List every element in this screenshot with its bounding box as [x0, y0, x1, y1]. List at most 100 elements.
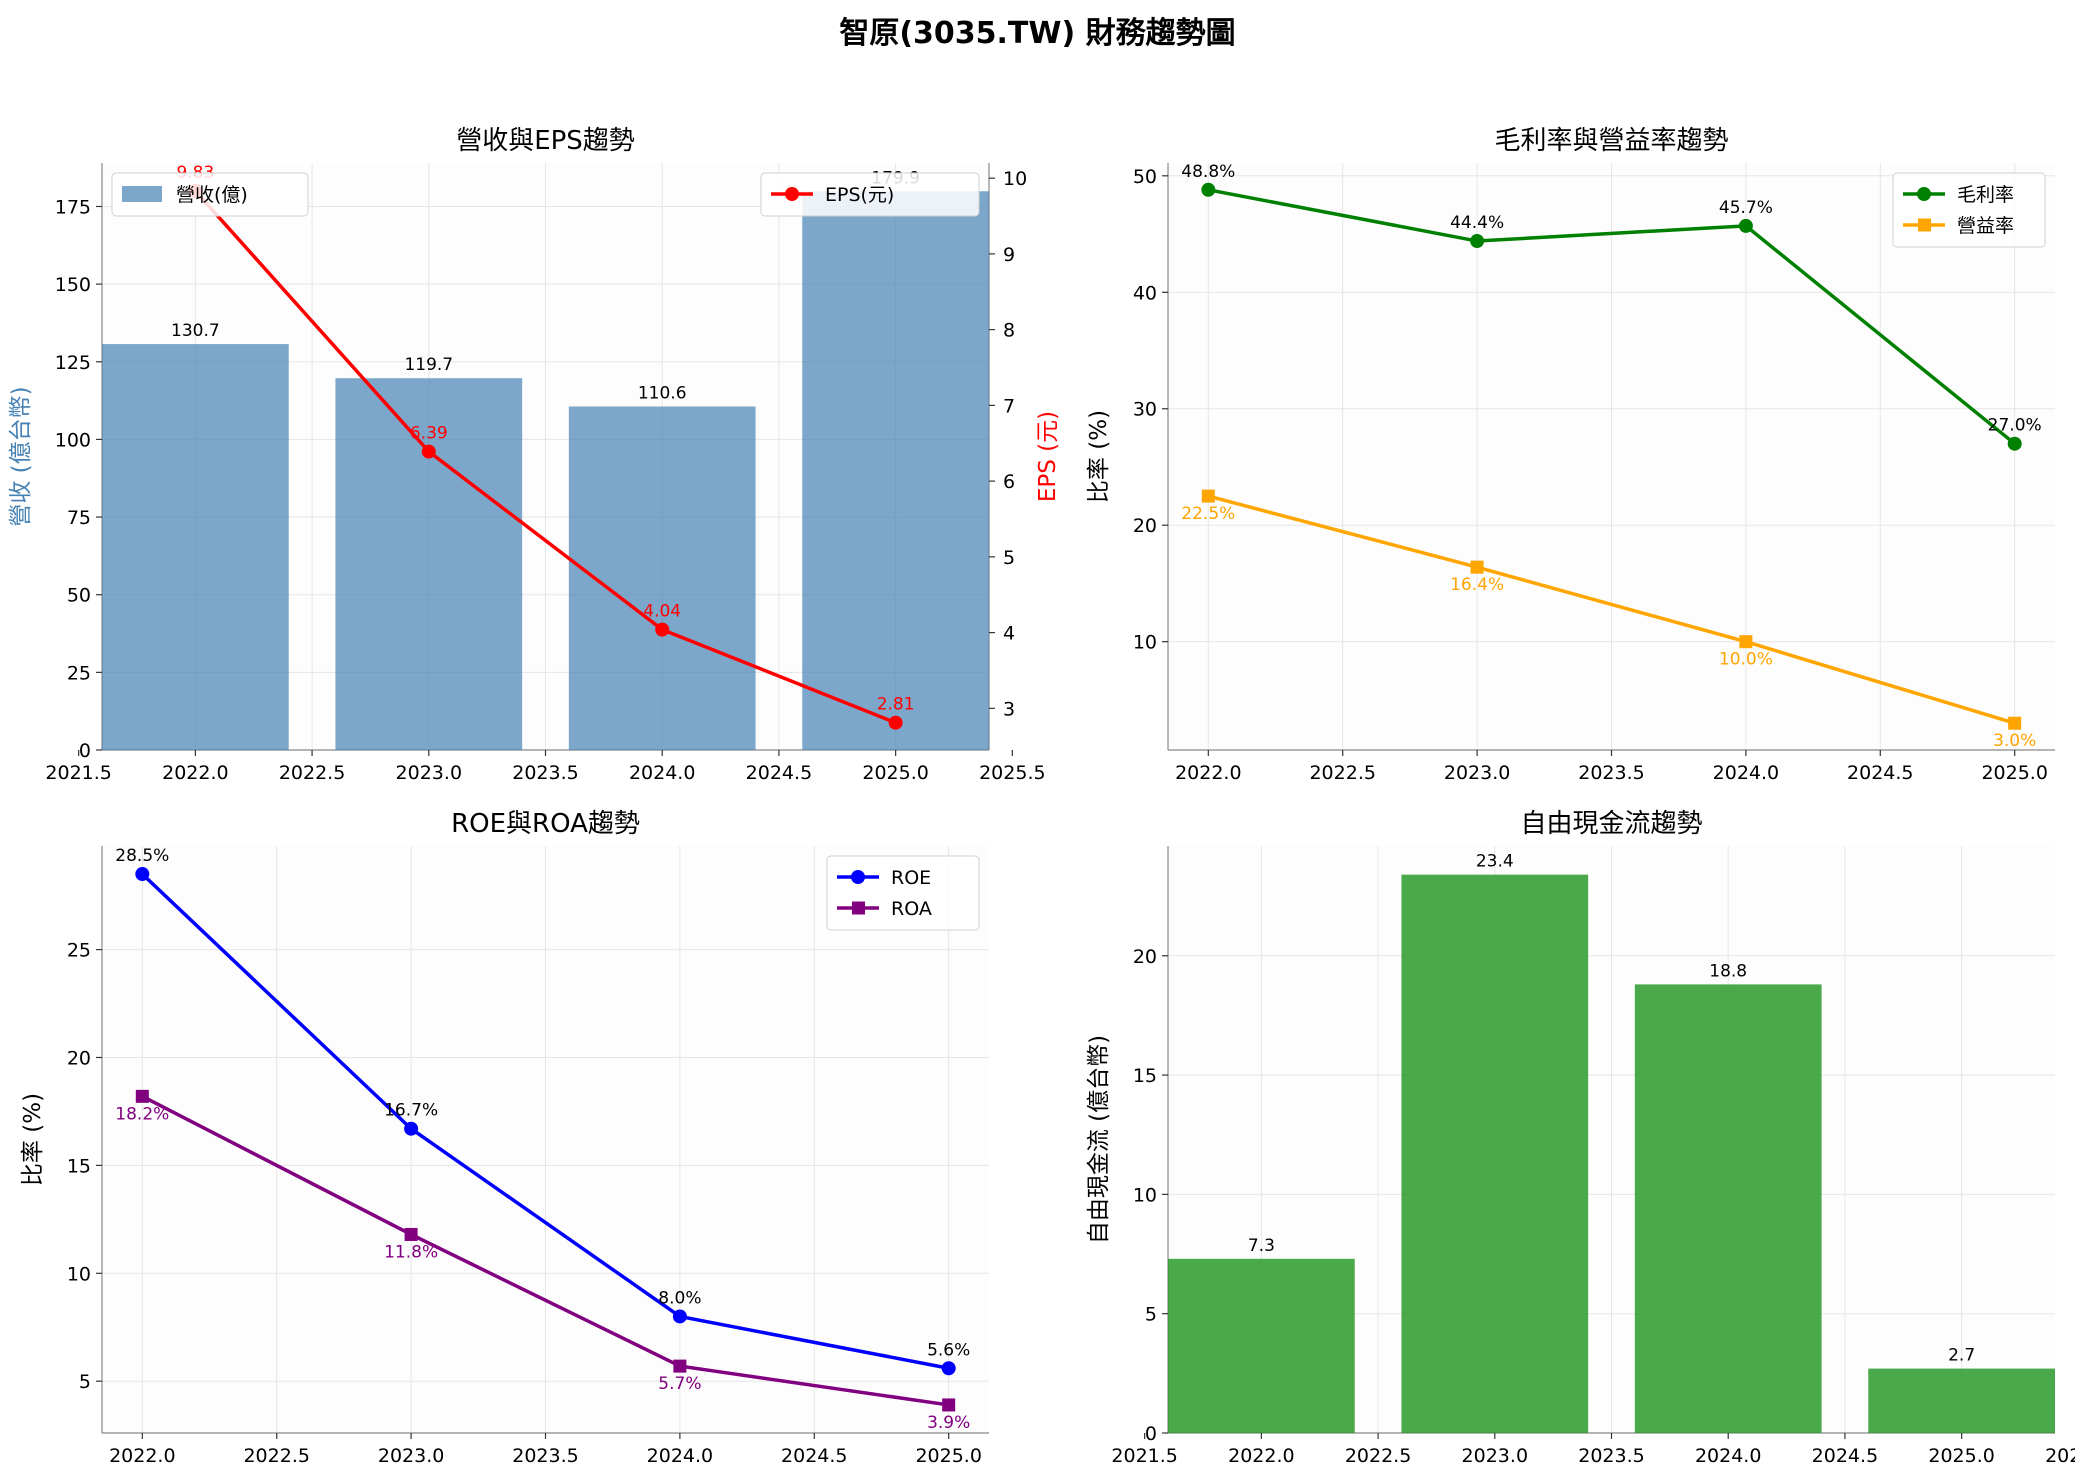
x-tick-label: 2024.5: [781, 1445, 847, 1467]
x-tick-label: 2025.0: [862, 762, 928, 784]
point-value-label: 6.39: [410, 424, 448, 444]
y-axis-label: 比率 (%): [20, 1093, 46, 1186]
point-marker: [1470, 560, 1484, 574]
x-tick-label: 2025.0: [915, 1445, 981, 1467]
point-value-label: 2.81: [877, 695, 915, 715]
y-tick-label: 10: [67, 1263, 91, 1285]
series-ROA: 18.2% 11.8% 5.7% 3.9%: [115, 1089, 970, 1433]
point-marker: [941, 1361, 956, 1376]
y-tick-label: 50: [67, 585, 91, 607]
point-marker: [2008, 716, 2022, 730]
x-tick-label: 2024.5: [1847, 762, 1913, 784]
bar-value-label: 18.8: [1709, 961, 1747, 981]
legend: ROE ROA: [826, 855, 980, 931]
point-marker: [1739, 635, 1753, 649]
point-marker: [421, 444, 436, 459]
x-tick-label: 2022.0: [1175, 762, 1241, 784]
y-tick-label: 175: [55, 196, 91, 218]
grid: [1168, 163, 2055, 750]
legend-marker: [785, 187, 799, 201]
legend-label: 毛利率: [1957, 184, 2014, 206]
series-自由現金流: 7.3 23.4 18.8 2.7: [1168, 852, 2055, 1433]
subplot-title: 營收與EPS趨勢: [456, 126, 635, 156]
y-tick-label: 15: [67, 1155, 91, 1177]
x-tick-label: 2022.0: [162, 762, 228, 784]
point-value-label: 11.8%: [384, 1242, 438, 1262]
point-marker: [942, 1398, 956, 1412]
bar: [1168, 1258, 1355, 1433]
y2-tick-label: 6: [1003, 471, 1015, 493]
x-tick-label: 2024.0: [1695, 1445, 1761, 1467]
series-line: [1207, 494, 2016, 725]
x-tick-label: 2024.5: [1812, 1445, 1878, 1467]
point-value-label: 3.0%: [1993, 731, 2036, 751]
y-tick-label: 25: [67, 662, 91, 684]
y2-tick-label: 4: [1003, 623, 1015, 645]
point-marker: [1201, 489, 1215, 503]
y2-axis-label: EPS (元): [1035, 411, 1061, 502]
point-marker: [1738, 218, 1753, 233]
series-line: [141, 1094, 949, 1407]
x-tick-label: 2024.0: [1713, 762, 1779, 784]
y2-tick-label: 5: [1003, 547, 1015, 569]
point-marker: [655, 622, 670, 637]
y-tick-label: 5: [79, 1371, 91, 1393]
series-營益率: 22.5% 16.4% 10.0% 3.0%: [1181, 489, 2036, 751]
point-value-label: 27.0%: [1988, 416, 2042, 436]
x-tick-label: 2023.0: [1444, 762, 1510, 784]
bar: [335, 378, 523, 750]
series-line: [1207, 188, 2016, 446]
y-tick-label: 10: [1133, 1184, 1157, 1206]
point-value-label: 5.7%: [658, 1374, 701, 1394]
y-tick-label: 10: [1133, 632, 1157, 654]
point-value-label: 16.7%: [384, 1101, 438, 1121]
subplot-title: 自由現金流趨勢: [1520, 809, 1702, 839]
bar: [1401, 874, 1589, 1433]
x-tick-label: 2024.0: [647, 1445, 713, 1467]
y2-tick-label: 7: [1003, 395, 1015, 417]
point-value-label: 22.5%: [1181, 504, 1235, 524]
bar-value-label: 2.7: [1948, 1346, 1975, 1366]
bar-value-label: 110.6: [638, 383, 687, 403]
legend-label: ROA: [891, 898, 932, 920]
x-tick-label: 2023.5: [512, 762, 578, 784]
bar-value-label: 7.3: [1248, 1236, 1275, 1256]
y-tick-label: 25: [67, 940, 91, 962]
y-tick-label: 0: [79, 740, 91, 762]
subplot-margins: 毛利率與營益率趨勢 2022.0 2022.5 2023.0 2023.5 2024.0 2…: [1086, 126, 2055, 784]
subplot-title: ROE與ROA趨勢: [451, 809, 640, 839]
x-tick-label: 2023.0: [1462, 1445, 1528, 1467]
point-marker: [888, 715, 903, 730]
legend-marker: [1918, 218, 1931, 232]
point-value-label: 8.0%: [658, 1288, 701, 1308]
x-tick-label: 2023.5: [1578, 762, 1644, 784]
subplot-rev_eps: 營收與EPS趨勢 2021.5 2022.0 2022.5 2023.0 2023.5 20…: [8, 126, 1061, 784]
point-value-label: 3.9%: [927, 1413, 970, 1433]
point-marker: [135, 1089, 149, 1103]
x-tick-label: 2025.0: [1928, 1445, 1994, 1467]
y2-tick-label: 10: [1003, 168, 1027, 190]
series-line: [141, 872, 950, 1370]
y-tick-label: 0: [1145, 1423, 1157, 1445]
bar-value-label: 130.7: [171, 321, 220, 341]
x-tick-label: 2025.5: [2045, 1445, 2075, 1467]
subplot-title: 毛利率與營益率趨勢: [1494, 126, 1728, 156]
legend-label: 營益率: [1957, 215, 2014, 237]
x-tick-label: 2023.0: [396, 762, 462, 784]
x-tick-label: 2022.5: [279, 762, 345, 784]
point-value-label: 44.4%: [1450, 213, 1504, 233]
point-value-label: 5.6%: [927, 1340, 970, 1360]
point-value-label: 16.4%: [1450, 575, 1504, 595]
x-tick-label: 2022.5: [1309, 762, 1375, 784]
x-tick-label: 2024.0: [629, 762, 695, 784]
point-value-label: 48.8%: [1181, 162, 1235, 182]
bar: [568, 406, 756, 750]
grid: [102, 846, 989, 1433]
legend: 營收(億): [111, 172, 309, 217]
bar: [102, 344, 289, 750]
y-tick-label: 150: [55, 274, 91, 296]
x-tick-label: 2021.5: [45, 762, 111, 784]
point-marker: [135, 867, 150, 882]
bar: [802, 191, 989, 751]
